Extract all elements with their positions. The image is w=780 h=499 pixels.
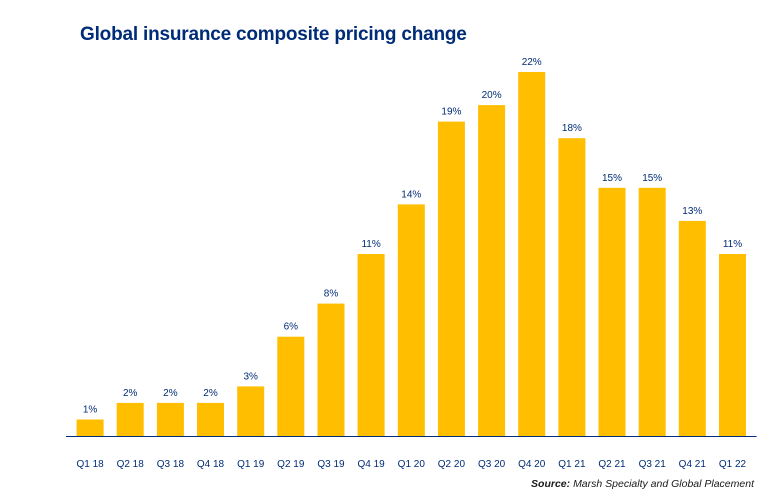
data-label: 14% <box>401 189 421 200</box>
bar-q3-18 <box>156 402 184 436</box>
source-note: Source: Marsh Specialty and Global Place… <box>531 478 754 490</box>
data-label: 22% <box>522 57 542 68</box>
bar-q2-20 <box>437 121 465 436</box>
data-label: 19% <box>441 107 461 118</box>
bar-q2-19 <box>277 336 305 436</box>
x-tick-label: Q1 18 <box>76 459 104 470</box>
data-label: 3% <box>243 371 258 382</box>
x-tick-label: Q2 19 <box>277 459 305 470</box>
x-tick-label: Q2 18 <box>117 459 145 470</box>
bar-q2-21 <box>598 187 626 436</box>
x-tick-label: Q4 21 <box>679 459 707 470</box>
data-label: 11% <box>723 239 742 250</box>
bar-q3-21 <box>638 187 666 436</box>
data-label: 6% <box>284 322 299 333</box>
x-tick-label: Q2 21 <box>598 459 626 470</box>
x-tick-label: Q2 20 <box>438 459 466 470</box>
bar-q2-18 <box>116 402 144 436</box>
data-label: 15% <box>602 173 622 184</box>
x-tick-label: Q3 19 <box>317 459 345 470</box>
data-label: 8% <box>324 289 339 300</box>
bar-q4-20 <box>518 72 546 436</box>
data-label: 2% <box>163 388 178 399</box>
bar-q1-21 <box>558 138 586 436</box>
source-text: Marsh Specialty and Global Placement <box>573 478 754 490</box>
data-label: 18% <box>562 123 582 134</box>
bar-q1-18 <box>76 419 104 436</box>
x-tick-label: Q1 19 <box>237 459 265 470</box>
x-tick-label: Q3 18 <box>157 459 185 470</box>
bar-q1-19 <box>237 386 265 436</box>
x-tick-label: Q4 19 <box>357 459 385 470</box>
data-label: 11% <box>361 239 380 250</box>
x-tick-label: Q3 21 <box>639 459 667 470</box>
data-label: 20% <box>482 90 502 101</box>
data-label: 1% <box>83 405 98 416</box>
x-tick-label: Q3 20 <box>478 459 506 470</box>
bar-q1-20 <box>397 204 425 436</box>
bar-q4-19 <box>357 254 385 436</box>
data-label: 2% <box>203 388 218 399</box>
chart-title: Global insurance composite pricing chang… <box>80 24 467 45</box>
data-label: 2% <box>123 388 138 399</box>
bar-q3-19 <box>317 303 345 436</box>
bar-q3-20 <box>478 105 506 436</box>
x-tick-label: Q1 21 <box>558 459 586 470</box>
x-tick-label: Q1 22 <box>719 459 747 470</box>
bar-q4-18 <box>197 402 224 436</box>
x-tick-label: Q4 18 <box>197 459 225 470</box>
data-label: 13% <box>682 206 702 217</box>
bar-q4-21 <box>678 220 706 436</box>
data-label: 15% <box>642 173 662 184</box>
source-label: Source: <box>531 478 571 490</box>
x-tick-label: Q4 20 <box>518 459 546 470</box>
x-tick-label: Q1 20 <box>398 459 426 470</box>
bar-q1-22 <box>719 254 746 436</box>
